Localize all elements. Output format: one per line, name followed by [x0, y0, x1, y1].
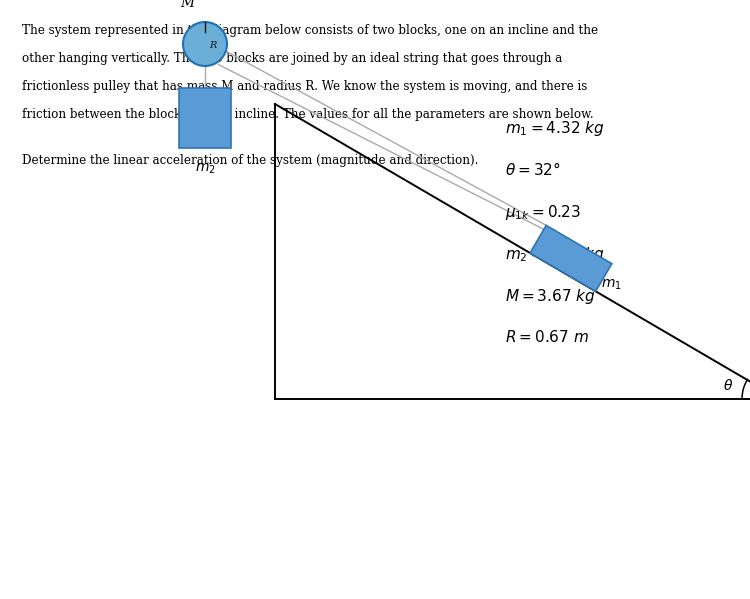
Text: $m_2 = 8.54\ kg$: $m_2 = 8.54\ kg$	[505, 245, 604, 264]
Text: frictionless pulley that has mass M and radius R. We know the system is moving, : frictionless pulley that has mass M and …	[22, 80, 587, 93]
Text: $\theta$: $\theta$	[723, 378, 733, 393]
Text: $m_1 = 4.32\ kg$: $m_1 = 4.32\ kg$	[505, 119, 604, 138]
Text: M: M	[180, 0, 194, 10]
Text: friction between the block and the incline. The values for all the parameters ar: friction between the block and the incli…	[22, 108, 594, 121]
Text: $m_1$: $m_1$	[601, 277, 622, 292]
Text: R: R	[209, 41, 217, 50]
Text: other hanging vertically. The two blocks are joined by an ideal string that goes: other hanging vertically. The two blocks…	[22, 52, 562, 65]
Text: $M = 3.67\ kg$: $M = 3.67\ kg$	[505, 287, 596, 306]
Text: $\mu_{1k} = 0.23$: $\mu_{1k} = 0.23$	[505, 203, 581, 222]
Bar	[179, 88, 231, 148]
Text: The system represented in the diagram below consists of two blocks, one on an in: The system represented in the diagram be…	[22, 24, 598, 37]
Text: Determine the linear acceleration of the system (magnitude and direction).: Determine the linear acceleration of the…	[22, 154, 478, 167]
Polygon shape	[530, 225, 612, 291]
Text: $R = 0.67\ m$: $R = 0.67\ m$	[505, 329, 589, 345]
Text: $m_2$: $m_2$	[195, 162, 215, 176]
Text: $\theta = 32°$: $\theta = 32°$	[505, 161, 561, 178]
Circle shape	[183, 22, 227, 66]
